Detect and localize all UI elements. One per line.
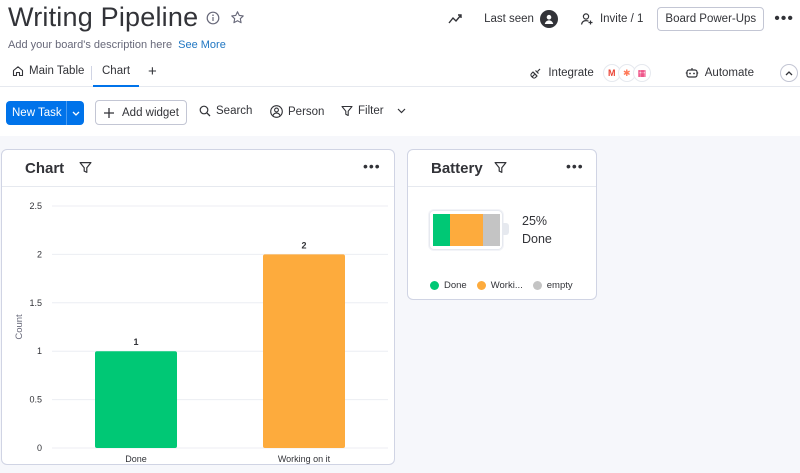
- integrate-button[interactable]: Integrate M ✱ ▦: [529, 64, 651, 82]
- battery-icon: [429, 210, 503, 250]
- y-tick-label: 1: [37, 346, 42, 356]
- plus-icon: [104, 107, 114, 118]
- gmail-logo-glyph: M: [608, 68, 616, 78]
- battery-widget: Battery ••• 25% Done Done Worki... empty: [407, 149, 597, 300]
- bar: [95, 351, 177, 448]
- tab-chart-label: Chart: [102, 65, 131, 77]
- last-seen-button[interactable]: Last seen: [484, 10, 558, 28]
- filter-label: Filter: [358, 105, 384, 117]
- search-icon: [199, 105, 211, 117]
- filter-icon[interactable]: [494, 161, 507, 179]
- add-person-icon: [580, 12, 594, 26]
- automate-button[interactable]: Automate: [685, 67, 754, 79]
- chevron-down-icon: [72, 111, 79, 116]
- more-options-icon[interactable]: •••: [774, 10, 794, 27]
- see-more-link[interactable]: See More: [178, 39, 226, 51]
- data-label: 1: [133, 337, 138, 347]
- calendar-logo-icon: ▦: [632, 64, 651, 82]
- person-label: Person: [288, 105, 325, 118]
- legend-label: Done: [444, 280, 467, 291]
- x-tick-label: Done: [125, 454, 147, 464]
- data-label: 2: [301, 240, 306, 250]
- battery-percent: 25%: [522, 214, 548, 228]
- hubspot-logo-glyph: ✱: [622, 67, 631, 78]
- legend-label: Worki...: [490, 280, 523, 291]
- view-tabs: Main Table Chart + Integrate M ✱ ▦ Autom…: [0, 60, 800, 87]
- battery-status: Done: [522, 232, 552, 246]
- home-icon: [12, 65, 24, 77]
- board-description-text: Add your board's description here: [8, 39, 173, 51]
- tab-main-table-label: Main Table: [29, 65, 85, 77]
- board-header: Writing Pipeline Add your board's descri…: [0, 0, 800, 60]
- legend-dot: [476, 281, 486, 290]
- person-filter-button[interactable]: Person: [270, 105, 324, 118]
- add-widget-label: Add widget: [122, 106, 179, 119]
- active-tab-indicator: [93, 85, 139, 87]
- collapse-header-button[interactable]: [780, 64, 798, 82]
- y-tick-label: 2.5: [29, 201, 42, 211]
- tab-divider: [91, 66, 92, 80]
- y-tick-label: 2: [37, 249, 42, 259]
- chart-widget-title[interactable]: Chart: [25, 160, 65, 177]
- gmail-logo-icon: M: [602, 64, 621, 82]
- invite-button[interactable]: Invite / 1: [580, 12, 643, 26]
- invite-label: Invite / 1: [599, 13, 644, 25]
- battery-segment: [483, 214, 500, 246]
- add-view-button[interactable]: +: [148, 63, 157, 80]
- y-axis-label: Count: [14, 314, 25, 340]
- legend-dot: [430, 281, 439, 290]
- robot-icon: [685, 67, 699, 79]
- new-task-button[interactable]: New Task: [6, 101, 84, 125]
- y-tick-label: 1.5: [29, 298, 42, 308]
- calendar-logo-glyph: ▦: [637, 67, 647, 78]
- legend-dot: [532, 281, 542, 290]
- integrate-icon: [529, 66, 543, 80]
- board-toolbar: New Task Add widget Search Person Filter: [0, 88, 800, 136]
- bar-chart: 0 0.5 1 1.5 2 2.5 Count 1 Done 2 Working on it: [14, 201, 388, 464]
- search-label: Search: [216, 105, 253, 117]
- new-task-label: New Task: [12, 107, 62, 119]
- tab-chart[interactable]: Chart: [102, 65, 130, 77]
- activity-icon[interactable]: [448, 13, 462, 25]
- chart-widget: Chart ••• 0 0.5 1 1.5 2 2.5 Count 1 Done 2 Working…: [1, 149, 395, 465]
- x-tick-label: Working on it: [278, 454, 331, 464]
- add-widget-button[interactable]: Add widget: [95, 100, 187, 125]
- legend-item: Done: [430, 280, 467, 291]
- widget-more-icon[interactable]: •••: [363, 158, 381, 174]
- new-task-dropdown[interactable]: [66, 101, 84, 125]
- integrate-label: Integrate: [548, 67, 594, 79]
- y-tick-label: 0: [37, 443, 42, 453]
- battery-widget-header: Battery •••: [408, 150, 596, 187]
- filter-icon[interactable]: [79, 161, 92, 179]
- battery-segment: [450, 214, 483, 246]
- chevron-down-icon[interactable]: [397, 108, 406, 114]
- battery-widget-title[interactable]: Battery: [431, 160, 483, 177]
- star-icon[interactable]: [230, 10, 245, 25]
- bar: [263, 254, 345, 448]
- chart-widget-header: Chart •••: [2, 150, 394, 187]
- info-icon[interactable]: [206, 11, 220, 25]
- board-power-ups-button[interactable]: Board Power-Ups: [657, 7, 765, 31]
- tab-main-table[interactable]: Main Table: [12, 65, 84, 77]
- battery-tip: [503, 223, 509, 235]
- widget-more-icon[interactable]: •••: [566, 158, 584, 174]
- legend-item: empty: [532, 280, 573, 291]
- avatar: [539, 10, 558, 28]
- battery-legend: Done Worki... empty: [430, 280, 583, 291]
- board-title[interactable]: Writing Pipeline: [8, 2, 199, 32]
- legend-label: empty: [546, 280, 573, 291]
- battery-segment: [433, 214, 450, 246]
- legend-item: Worki...: [476, 280, 523, 291]
- person-icon: [270, 105, 283, 118]
- filter-button[interactable]: Filter: [341, 105, 406, 117]
- filter-icon: [341, 105, 353, 117]
- chevron-up-icon: [785, 71, 793, 76]
- last-seen-label: Last seen: [484, 13, 534, 25]
- dashboard-canvas: Chart ••• 0 0.5 1 1.5 2 2.5 Count 1 Done 2 Working…: [0, 136, 800, 473]
- search-button[interactable]: Search: [199, 105, 252, 117]
- y-tick-label: 0.5: [29, 395, 42, 405]
- automate-label: Automate: [704, 67, 754, 79]
- board-description[interactable]: Add your board's description here See Mor…: [8, 39, 226, 51]
